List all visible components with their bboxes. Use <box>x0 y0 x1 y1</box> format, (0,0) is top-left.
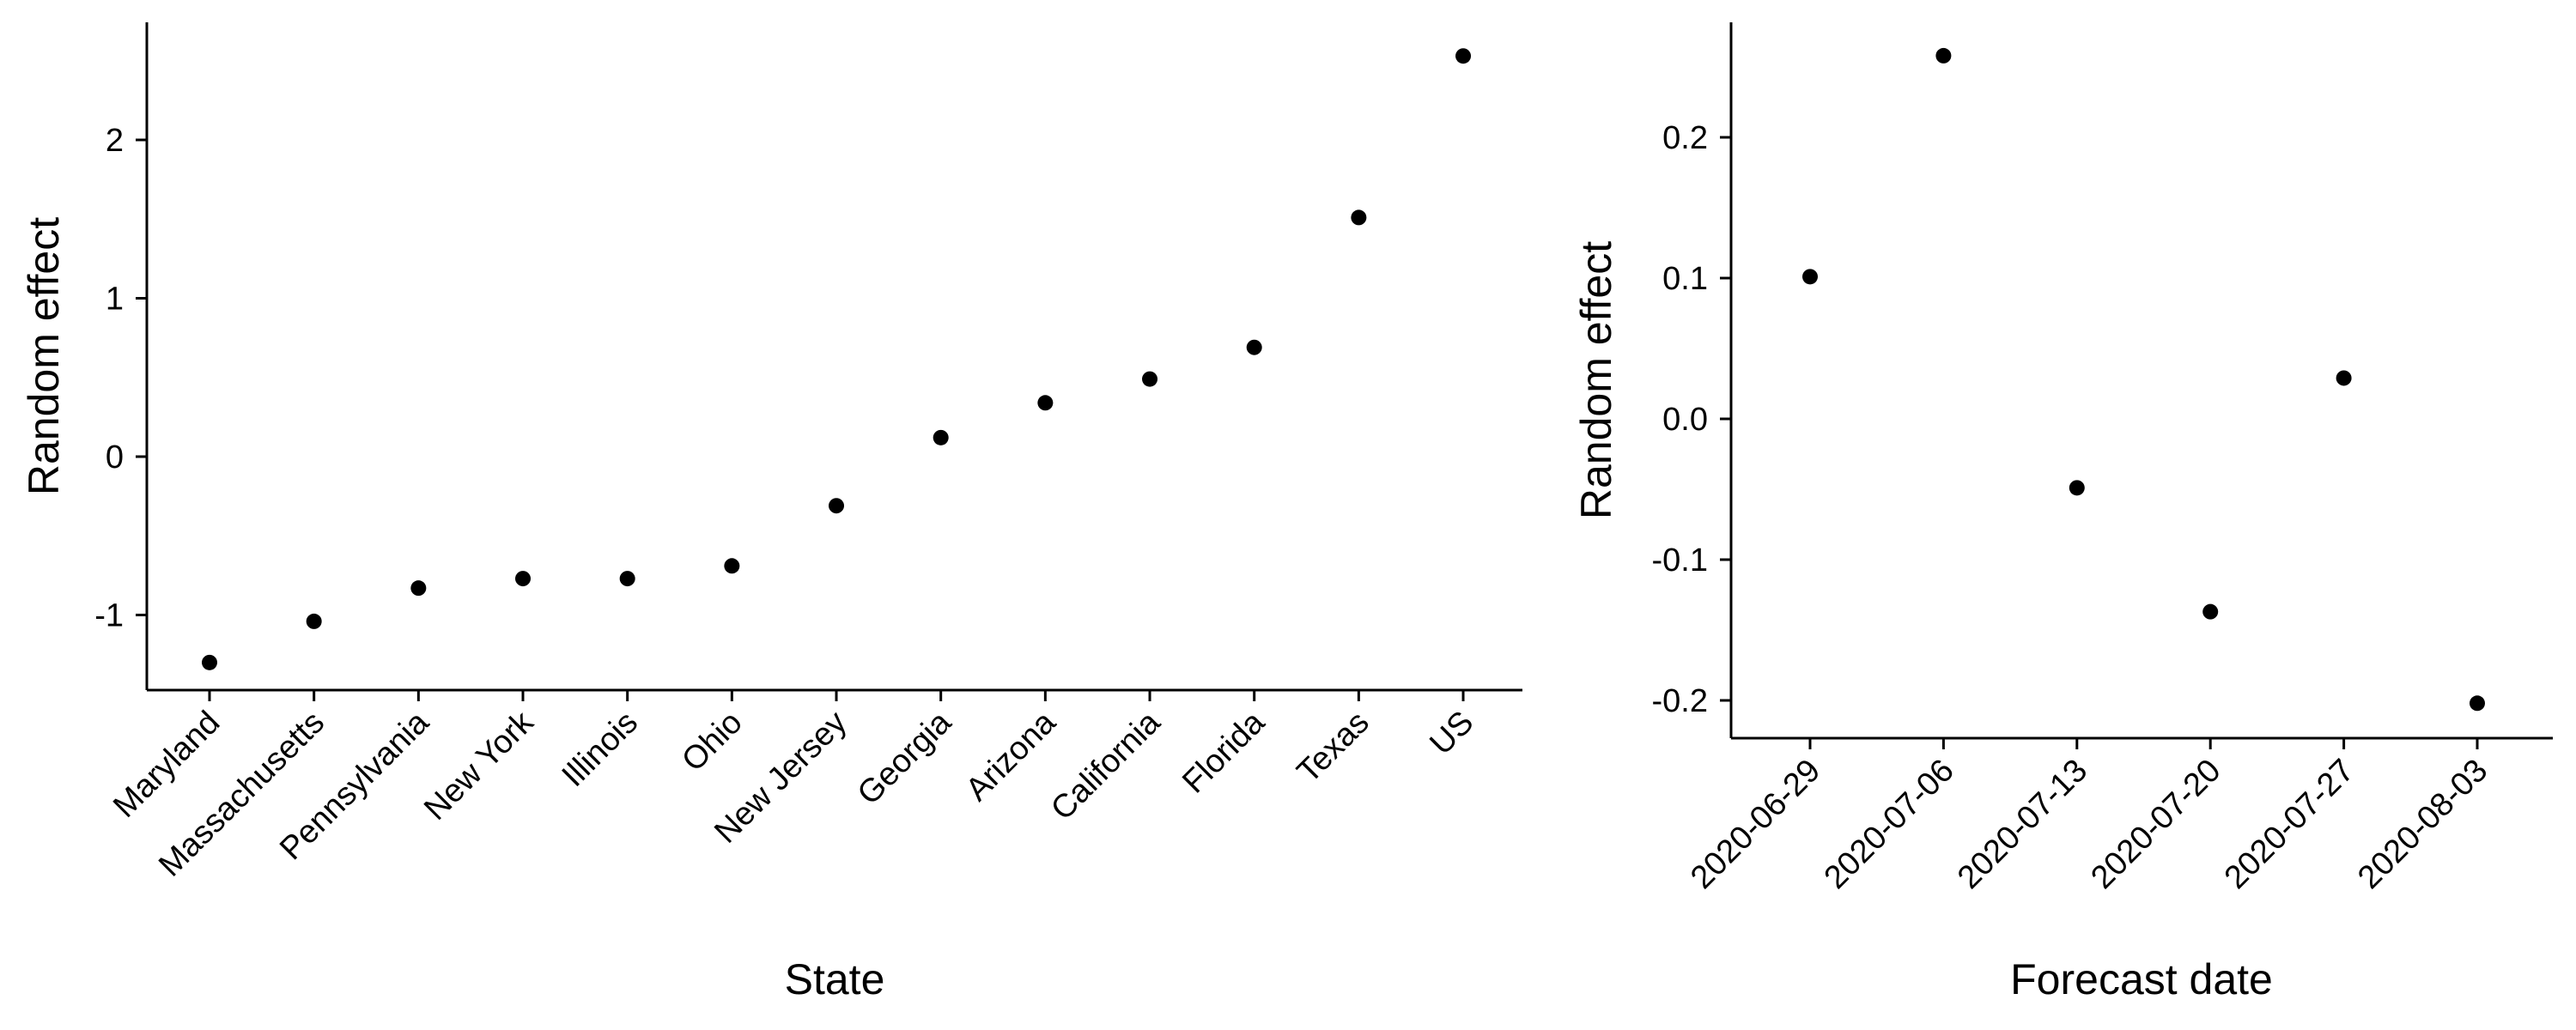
date-points <box>1802 47 2485 712</box>
date-x-tick-label: 2020-07-27 <box>2218 753 2361 896</box>
date-x-tick-label: 2020-08-03 <box>2351 753 2494 896</box>
state-x-tick-label: Ohio <box>675 705 749 779</box>
date-x-tick-label: 2020-07-20 <box>2084 753 2227 896</box>
date-y-tick-label: -0.2 <box>1652 683 1708 719</box>
date-x-tick-label: 2020-07-13 <box>1951 753 2094 896</box>
state-points <box>202 48 1472 670</box>
state-y-tick-label: 0 <box>106 439 124 476</box>
date-x-tick-label: 2020-07-06 <box>1818 753 1961 896</box>
state-data-point <box>1037 395 1054 411</box>
state-y-tick-label: 1 <box>106 282 124 318</box>
date-data-point <box>1935 47 1952 64</box>
state-x-tick-label: Arizona <box>959 704 1063 808</box>
state-y-tick-label: 2 <box>106 123 124 159</box>
state-data-point <box>410 580 427 597</box>
date-y-tick-label: -0.1 <box>1652 542 1708 579</box>
state-data-point <box>1246 339 1262 355</box>
state-data-point <box>306 613 322 629</box>
state-data-point <box>933 429 949 445</box>
date-data-point <box>2202 603 2219 620</box>
state-x-tick-label: Georgia <box>851 704 959 812</box>
state-y-tick-label: -1 <box>94 598 124 634</box>
state-data-point <box>1142 371 1158 387</box>
state-x-tick-label: New York <box>417 704 541 827</box>
state-x-tick-label: Illinois <box>556 705 645 794</box>
date-y-axis-title: Random effect <box>1572 241 1620 519</box>
state-y-axis-title: Random effect <box>20 217 68 495</box>
date-ticks: -0.2-0.10.00.10.22020-06-292020-07-06202… <box>1652 120 2495 896</box>
state-data-point <box>1351 209 1367 226</box>
date-x-tick-label: 2020-06-29 <box>1684 753 1827 896</box>
date-y-tick-label: 0.0 <box>1662 402 1708 438</box>
state-ticks: -1012MarylandMassachusettsPennsylvaniaNe… <box>94 123 1480 884</box>
state-x-tick-label: Texas <box>1291 705 1376 791</box>
state-data-point <box>724 558 740 574</box>
date-data-point <box>2470 695 2485 712</box>
date-x-axis-title: Forecast date <box>2010 955 2273 1003</box>
date-data-point <box>1802 269 1818 285</box>
state-data-point <box>1455 48 1472 64</box>
date-y-tick-label: 0.1 <box>1662 261 1708 297</box>
state-x-axis-title: State <box>785 955 885 1003</box>
date-data-point <box>2069 480 2085 496</box>
state-panel: State Random effect -1012MarylandMassach… <box>20 22 1522 1003</box>
state-data-point <box>829 498 845 514</box>
date-y-tick-label: 0.2 <box>1662 120 1708 156</box>
date-data-point <box>2336 370 2352 386</box>
forecast-date-panel: Forecast date Random effect -0.2 -0.1 0.0 0… <box>1572 22 2553 1003</box>
state-x-tick-label: US <box>1423 705 1480 762</box>
state-data-point <box>202 654 217 670</box>
state-x-tick-label: California <box>1044 704 1168 827</box>
state-x-tick-label: Florida <box>1176 704 1272 800</box>
state-data-point <box>619 571 635 587</box>
state-data-point <box>515 571 532 587</box>
